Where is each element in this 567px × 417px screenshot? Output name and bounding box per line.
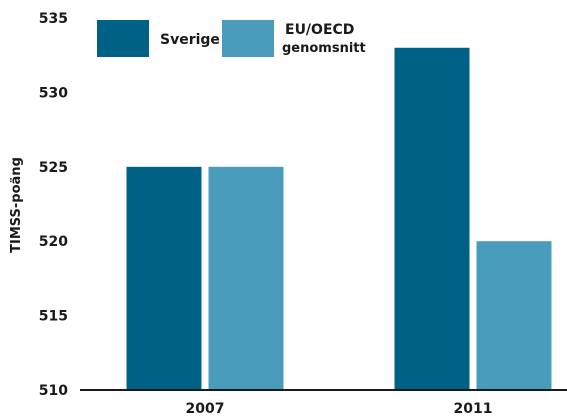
y-axis-label: TIMSS-poäng — [9, 157, 24, 253]
legend: Sverige EU/OECD genomsnitt — [97, 20, 366, 57]
x-category-label-2007: 2007 — [186, 401, 225, 417]
y-axis-ticks: 510 515 520 525 530 535 — [39, 11, 68, 399]
y-tick-label: 530 — [39, 85, 68, 101]
bar-eu-oecd-2007 — [208, 166, 284, 390]
legend-swatch-sverige — [97, 20, 149, 57]
y-tick-label: 515 — [39, 309, 68, 325]
x-axis-categories: 2007 2011 — [186, 401, 493, 417]
legend-label-eu-oecd-line2: genomsnitt — [282, 41, 366, 56]
bar-eu-oecd-2011 — [476, 241, 552, 390]
bars — [126, 47, 552, 390]
legend-label-sverige: Sverige — [160, 32, 220, 48]
bar-sverige-2007 — [126, 166, 202, 390]
y-tick-label: 525 — [39, 160, 68, 176]
y-tick-label: 510 — [39, 383, 68, 399]
y-tick-label: 535 — [39, 11, 68, 27]
legend-swatch-eu-oecd — [222, 20, 274, 57]
y-tick-label: 520 — [39, 234, 68, 250]
bar-sverige-2011 — [394, 47, 470, 390]
legend-label-eu-oecd-line1: EU/OECD — [285, 22, 354, 38]
x-category-label-2011: 2011 — [454, 401, 493, 417]
